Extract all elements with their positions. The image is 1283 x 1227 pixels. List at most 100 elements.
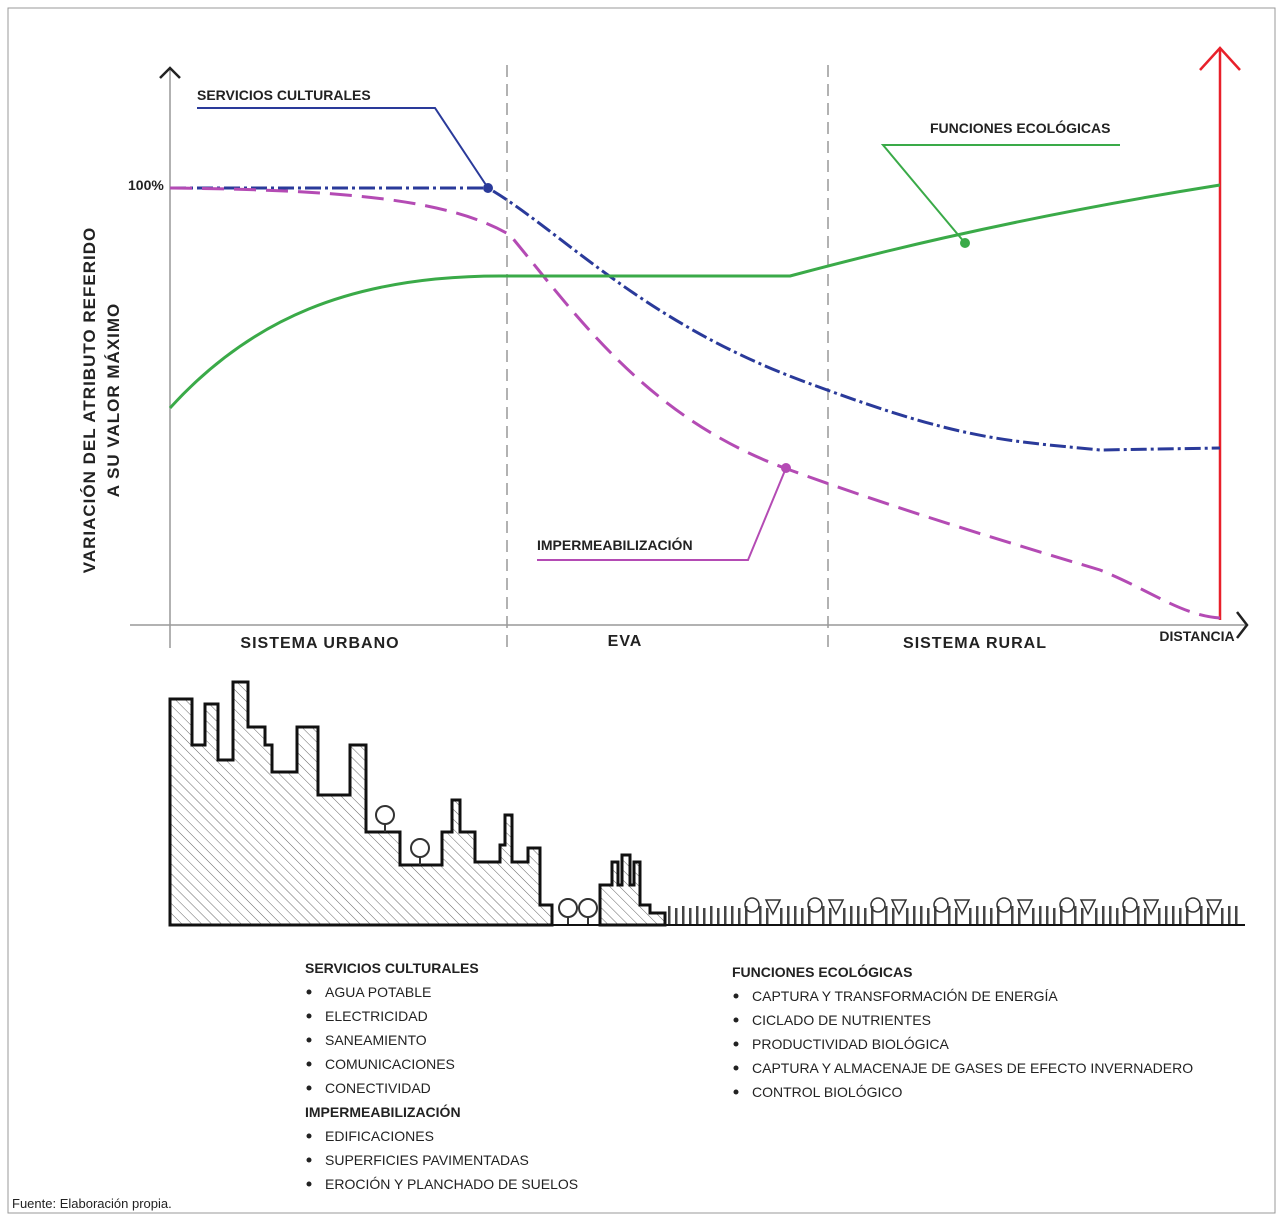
fence	[1102, 906, 1105, 925]
tree	[1060, 898, 1074, 912]
fence	[983, 906, 986, 925]
curve-label: IMPERMEABILIZACIÓN	[537, 536, 693, 553]
legend-title: IMPERMEABILIZACIÓN	[305, 1103, 461, 1120]
tree	[934, 898, 948, 912]
legend-item: CICLADO DE NUTRIENTES	[752, 1012, 931, 1028]
y-label-line: A SU VALOR MÁXIMO	[104, 303, 123, 498]
zone-label: SISTEMA RURAL	[903, 635, 1047, 652]
urban-buildings	[170, 682, 552, 925]
source: Fuente: Elaboración propia.	[12, 1196, 172, 1211]
fence	[1046, 906, 1049, 925]
legend-title: SERVICIOS CULTURALES	[305, 960, 479, 976]
fence	[668, 906, 671, 925]
legend-item: CONTROL BIOLÓGICO	[752, 1084, 903, 1100]
leader	[197, 108, 488, 188]
fence	[1081, 908, 1084, 925]
fence	[850, 906, 853, 925]
fence	[738, 908, 741, 925]
bullet	[307, 1182, 312, 1187]
fence	[913, 906, 916, 925]
bullet	[734, 1018, 739, 1023]
tree	[871, 898, 885, 912]
legend-item: SANEAMIENTO	[325, 1032, 427, 1048]
fence	[1221, 908, 1224, 925]
fence	[724, 906, 727, 925]
legend-item: EROCIÓN Y PLANCHADO DE SUELOS	[325, 1176, 578, 1192]
fence	[682, 906, 685, 925]
fence	[955, 908, 958, 925]
fence	[1018, 908, 1021, 925]
tree	[745, 898, 759, 912]
fence	[1165, 906, 1168, 925]
leader-dot	[960, 238, 970, 248]
curve-label: SERVICIOS CULTURALES	[197, 87, 371, 103]
fence	[920, 906, 923, 925]
fence	[759, 906, 762, 925]
bullet	[734, 994, 739, 999]
eva-buildings	[600, 855, 665, 925]
fence	[710, 906, 713, 925]
tree	[997, 898, 1011, 912]
fence	[731, 906, 734, 925]
bullet	[307, 1134, 312, 1139]
fence	[1179, 908, 1182, 925]
fence	[885, 906, 888, 925]
legend-item: ELECTRICIDAD	[325, 1008, 428, 1024]
diagram: SERVICIOS CULTURALES FUNCIONES ECOLÓGICA…	[0, 0, 1283, 1222]
fence	[689, 908, 692, 925]
fence	[717, 908, 720, 925]
legend-item: AGUA POTABLE	[325, 984, 431, 1000]
fence	[780, 908, 783, 925]
fence	[857, 906, 860, 925]
ecological-curve	[170, 185, 1220, 408]
fence	[906, 908, 909, 925]
cultural-curve	[170, 188, 1220, 450]
bullet	[307, 1086, 312, 1091]
x-label: DISTANCIA	[1159, 628, 1234, 644]
legend-item: CONECTIVIDAD	[325, 1080, 431, 1096]
fence	[969, 908, 972, 925]
fence	[1095, 908, 1098, 925]
fence	[1032, 908, 1035, 925]
red-arrow	[1200, 48, 1240, 620]
fence	[794, 906, 797, 925]
fence	[1053, 908, 1056, 925]
axes	[130, 65, 1247, 650]
fence	[787, 906, 790, 925]
legend-item: CAPTURA Y ALMACENAJE DE GASES DE EFECTO …	[752, 1060, 1193, 1076]
fence	[1116, 908, 1119, 925]
legend: SERVICIOS CULTURALES AGUA POTABLE ELECTRIC…	[305, 960, 1193, 1192]
zone-label: SISTEMA URBANO	[240, 635, 399, 652]
tree	[808, 898, 822, 912]
y-label: VARIACIÓN DEL ATRIBUTO REFERIDO A SU VAL…	[80, 227, 123, 573]
legend-title: FUNCIONES ECOLÓGICAS	[732, 963, 912, 980]
fence	[1109, 906, 1112, 925]
fence	[892, 908, 895, 925]
legend-item: PRODUCTIVIDAD BIOLÓGICA	[752, 1036, 949, 1052]
fence	[1172, 906, 1175, 925]
fence	[1228, 906, 1231, 925]
fence	[1137, 906, 1140, 925]
impermeabilization-curve	[170, 188, 1220, 618]
fence	[1144, 908, 1147, 925]
legend-item: EDIFICACIONES	[325, 1128, 434, 1144]
legend-item: COMUNICACIONES	[325, 1056, 455, 1072]
zone-label: EVA	[608, 633, 643, 650]
bullet	[307, 1014, 312, 1019]
y-label-line: VARIACIÓN DEL ATRIBUTO REFERIDO	[80, 227, 99, 573]
fence	[829, 908, 832, 925]
leader-dot	[483, 183, 493, 193]
legend-item: SUPERFICIES PAVIMENTADAS	[325, 1152, 529, 1168]
fence	[801, 908, 804, 925]
fence	[1074, 906, 1077, 925]
fence	[696, 906, 699, 925]
fence	[703, 908, 706, 925]
max-label: 100%	[128, 177, 164, 193]
fence	[864, 908, 867, 925]
fence	[1235, 906, 1238, 925]
fence	[675, 908, 678, 925]
curve-label: FUNCIONES ECOLÓGICAS	[930, 119, 1110, 136]
legend-item: CAPTURA Y TRANSFORMACIÓN DE ENERGÍA	[752, 988, 1058, 1004]
fence	[1200, 906, 1203, 925]
bullet	[734, 1090, 739, 1095]
